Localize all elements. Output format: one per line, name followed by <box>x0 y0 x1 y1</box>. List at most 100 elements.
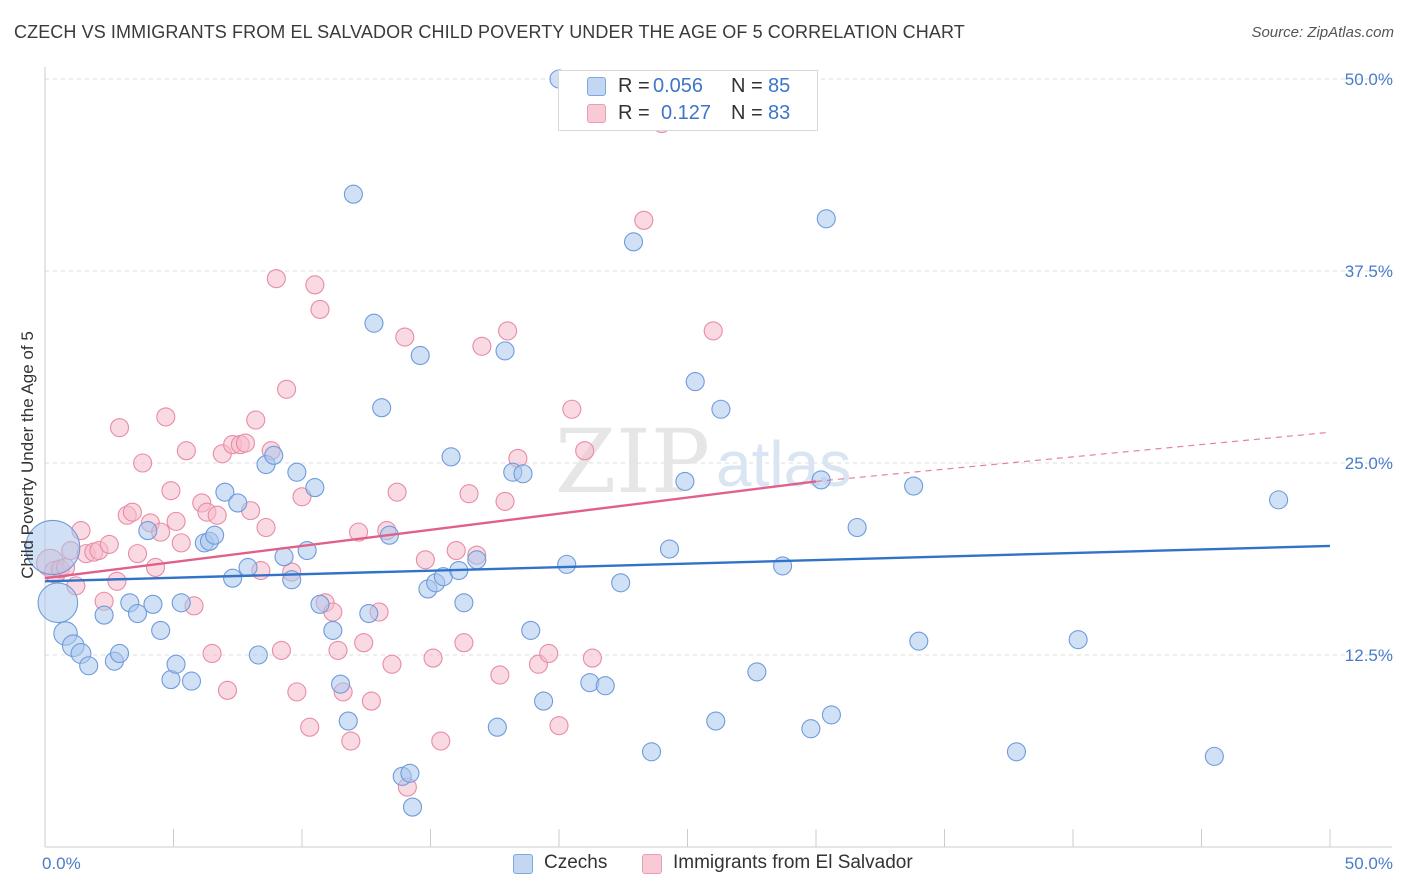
source-label: Source: ZipAtlas.com <box>1251 24 1394 41</box>
czechs-point-15 <box>166 654 186 674</box>
czechs-point-61 <box>580 673 600 693</box>
el-salvador-point-22 <box>161 481 181 501</box>
x-tick-label-1: 50.0% <box>1345 854 1393 873</box>
y-tick-label-1: 25.0% <box>1345 454 1393 473</box>
el-salvador-point-12 <box>107 571 127 591</box>
el-salvador-point-68 <box>454 633 474 653</box>
czechs-point-5 <box>79 656 99 676</box>
bottom-legend-label-el-salvador: Immigrants from El Salvador <box>673 852 913 873</box>
czechs-point-6 <box>94 605 114 625</box>
czechs-point-77 <box>847 517 867 538</box>
czechs-point-8 <box>109 643 130 664</box>
czechs-point-51 <box>454 593 474 613</box>
czechs-point-53 <box>487 717 507 737</box>
czechs-point-33 <box>310 594 330 614</box>
chart-title: CZECH VS IMMIGRANTS FROM EL SALVADOR CHI… <box>14 22 965 42</box>
el-salvador-point-47 <box>300 717 320 737</box>
czechs-point-82 <box>1204 746 1224 766</box>
trend-lines <box>44 431 1331 583</box>
czechs-point-12 <box>143 594 163 614</box>
el-salvador-point-16 <box>127 544 148 564</box>
el-salvador-point-73 <box>495 491 515 511</box>
czechs-point-23 <box>228 493 248 513</box>
czechs-point-20 <box>205 525 225 545</box>
legend-row-el-salvador: R = 0.127 N = 83 <box>559 101 817 127</box>
el-salvador-point-78 <box>549 716 569 736</box>
legend-n-label: N = <box>731 75 763 97</box>
czechs-point-34 <box>323 620 343 640</box>
el-salvador-point-79 <box>562 399 582 419</box>
legend-r-label: R = <box>618 102 650 124</box>
el-salvador-point-42 <box>271 640 291 660</box>
legend-swatch-el-salvador <box>587 104 606 123</box>
x-tick-label-0: 0.0% <box>42 854 81 873</box>
czechs-point-71 <box>747 662 767 682</box>
bottom-legend-label-czechs: Czechs <box>544 852 608 873</box>
czechs-point-0 <box>25 519 81 576</box>
czechs-point-39 <box>364 313 384 333</box>
czechs-point-13 <box>151 620 171 640</box>
el-salvador-point-65 <box>423 648 443 668</box>
czechs-point-70 <box>711 399 731 419</box>
czechs-point-32 <box>305 478 325 498</box>
czechs-point-38 <box>359 603 379 624</box>
czechs-point-69 <box>706 711 726 731</box>
el-salvador-point-80 <box>575 441 595 461</box>
czechs-point-73 <box>801 719 821 739</box>
legend-swatch-czechs <box>587 77 606 96</box>
czechs-point-54 <box>495 341 515 361</box>
el-salvador-point-19 <box>145 557 166 577</box>
czechs-point-37 <box>343 184 363 204</box>
el-salvador-trend-line <box>44 480 817 580</box>
el-salvador-point-29 <box>202 643 222 664</box>
czechs-point-36 <box>338 711 358 731</box>
legend-r-value: 0.127 <box>661 102 712 124</box>
el-salvador-trend-extension <box>815 431 1331 483</box>
czechs-point-16 <box>171 593 191 613</box>
czechs-point-27 <box>264 445 284 465</box>
el-salvador-point-45 <box>287 682 307 702</box>
czechs-point-68 <box>685 372 705 392</box>
el-salvador-point-11 <box>99 534 119 554</box>
czechs-point-25 <box>248 645 268 665</box>
czechs-point-66 <box>659 539 680 559</box>
bottom-legend-swatch-el-salvador <box>642 854 662 874</box>
el-salvador-point-54 <box>341 731 361 751</box>
czechs-point-79 <box>909 631 929 651</box>
el-salvador-point-41 <box>266 269 286 289</box>
czechs-point-28 <box>274 547 294 567</box>
czechs-point-83 <box>1269 490 1289 510</box>
el-salvador-point-43 <box>277 379 297 399</box>
czechs-point-67 <box>675 471 695 491</box>
axes <box>44 67 1392 848</box>
czechs-point-22 <box>223 568 243 588</box>
el-salvador-point-46 <box>292 487 312 507</box>
czechs-point-17 <box>181 671 202 691</box>
el-salvador-point-55 <box>348 522 369 542</box>
el-salvador-point-62 <box>395 327 415 347</box>
czechs-point-10 <box>127 603 148 624</box>
watermark-atlas: atlas <box>716 428 851 500</box>
czechs-point-80 <box>1006 742 1027 762</box>
x-tick-labels: 0.0% 50.0% <box>42 854 1393 873</box>
czechs-point-43 <box>400 763 420 783</box>
el-salvador-point-35 <box>235 433 256 453</box>
czechs-point-57 <box>521 620 541 640</box>
y-axis-label: Child Poverty Under the Age of 5 <box>18 331 37 579</box>
el-salvador-point-67 <box>446 541 466 561</box>
y-tick-label-0: 12.5% <box>1345 646 1393 665</box>
czechs-point-60 <box>557 554 577 574</box>
el-salvador-point-60 <box>382 654 402 674</box>
el-salvador-point-25 <box>176 441 196 461</box>
czechs-point-21 <box>215 482 235 502</box>
czechs-point-52 <box>467 550 487 570</box>
legend-n-value: 83 <box>768 102 791 124</box>
czechs-point-40 <box>372 398 392 418</box>
el-salvador-point-30 <box>207 505 227 525</box>
el-salvador-point-71 <box>472 336 492 356</box>
el-salvador-point-49 <box>310 299 330 319</box>
czechs-trend-line <box>44 544 1331 583</box>
el-salvador-point-39 <box>256 517 276 538</box>
el-salvador-point-72 <box>490 665 510 685</box>
